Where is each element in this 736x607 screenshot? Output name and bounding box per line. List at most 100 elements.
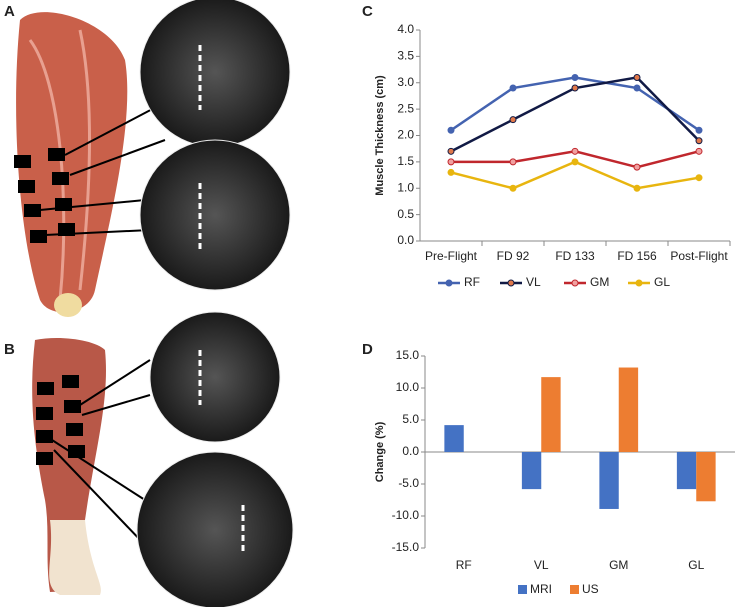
y-tick-label: 10.0 (396, 380, 420, 394)
legend-swatch (570, 585, 579, 594)
point (509, 158, 517, 166)
x-tick-label: GL (688, 558, 704, 572)
probe-marker (14, 155, 31, 168)
bar (618, 367, 639, 452)
y-tick-label: 0.0 (402, 444, 419, 458)
x-tick-label: GM (609, 558, 628, 572)
calf-illustration (32, 311, 294, 607)
ultrasound-image (139, 139, 291, 291)
y-tick-label: -5.0 (398, 476, 419, 490)
y-tick-label: 2.0 (397, 128, 414, 142)
panel-label: A (4, 3, 15, 20)
bar (541, 377, 561, 452)
probe-marker (18, 180, 35, 193)
point (695, 174, 703, 182)
probe-marker (48, 148, 65, 161)
connector (79, 359, 151, 406)
connector (53, 449, 146, 546)
thigh (16, 12, 128, 313)
legend-swatch (518, 585, 527, 594)
connector (81, 394, 151, 416)
y-tick-label: 1.0 (397, 180, 414, 194)
legend-marker (445, 279, 453, 287)
point (571, 147, 579, 155)
point (571, 73, 579, 81)
connector (69, 139, 166, 176)
connector (44, 229, 151, 236)
point (447, 168, 455, 176)
patella (54, 293, 82, 317)
point (633, 84, 641, 92)
y-tick-label: 3.0 (397, 75, 414, 89)
ultrasound-image (149, 311, 281, 443)
point (509, 184, 517, 192)
probe-marker (36, 452, 53, 465)
bar (444, 425, 464, 452)
probe-marker (62, 375, 79, 388)
probe-marker (24, 204, 41, 217)
connector (64, 104, 161, 156)
probe-marker (58, 223, 75, 236)
bar (676, 452, 697, 490)
bar (521, 452, 542, 490)
legend-label: GL (654, 275, 670, 289)
probe-marker (66, 423, 83, 436)
x-tick-label: FD 133 (555, 249, 595, 263)
bar (696, 452, 716, 502)
x-tick-label: VL (534, 558, 549, 572)
connector (39, 199, 146, 211)
bar (599, 452, 619, 509)
x-tick-label: FD 92 (497, 249, 530, 263)
y-tick-label: 3.5 (397, 49, 414, 63)
probe-marker (30, 230, 47, 243)
ultrasound-image (136, 451, 294, 607)
point (447, 147, 455, 155)
connector (51, 439, 146, 501)
point (633, 163, 641, 171)
muscle-line (78, 29, 91, 291)
probe-marker (64, 400, 81, 413)
y-tick-label: 2.5 (397, 101, 414, 115)
point (695, 147, 703, 155)
point (447, 158, 455, 166)
point (571, 158, 579, 166)
point (695, 137, 703, 145)
series-line (450, 160, 700, 190)
x-tick-label: Post-Flight (670, 249, 728, 263)
point (447, 126, 455, 134)
y-tick-label: 5.0 (402, 412, 419, 426)
point (695, 126, 703, 134)
probe-marker (52, 172, 69, 185)
legend-label: VL (526, 275, 541, 289)
thigh-illustration (14, 0, 291, 317)
legend-label: RF (464, 275, 480, 289)
probe-marker (68, 445, 85, 458)
foot (49, 520, 102, 595)
muscle-line (28, 39, 66, 301)
legend-marker (507, 279, 515, 287)
y-tick-label: -10.0 (392, 508, 420, 522)
point (571, 84, 579, 92)
point (633, 184, 641, 192)
panel-label: C (362, 3, 373, 20)
legend-marker (571, 279, 579, 287)
legend-label: MRI (530, 582, 552, 596)
point (633, 73, 641, 81)
x-tick-label: FD 156 (617, 249, 657, 263)
probe-marker (36, 430, 53, 443)
y-tick-label: 0.5 (397, 207, 414, 221)
legend-label: US (582, 582, 599, 596)
legend-label: GM (590, 275, 609, 289)
point (509, 84, 517, 92)
y-tick-label: 1.5 (397, 154, 414, 168)
point (509, 116, 517, 124)
y-tick-label: 0.0 (397, 233, 414, 247)
x-tick-label: RF (456, 558, 472, 572)
legend-marker (635, 279, 643, 287)
y-axis-title: Change (%) (374, 421, 386, 482)
probe-marker (36, 407, 53, 420)
panel-label: D (362, 341, 373, 358)
y-tick-label: -15.0 (392, 540, 420, 554)
y-tick-label: 4.0 (397, 22, 414, 36)
